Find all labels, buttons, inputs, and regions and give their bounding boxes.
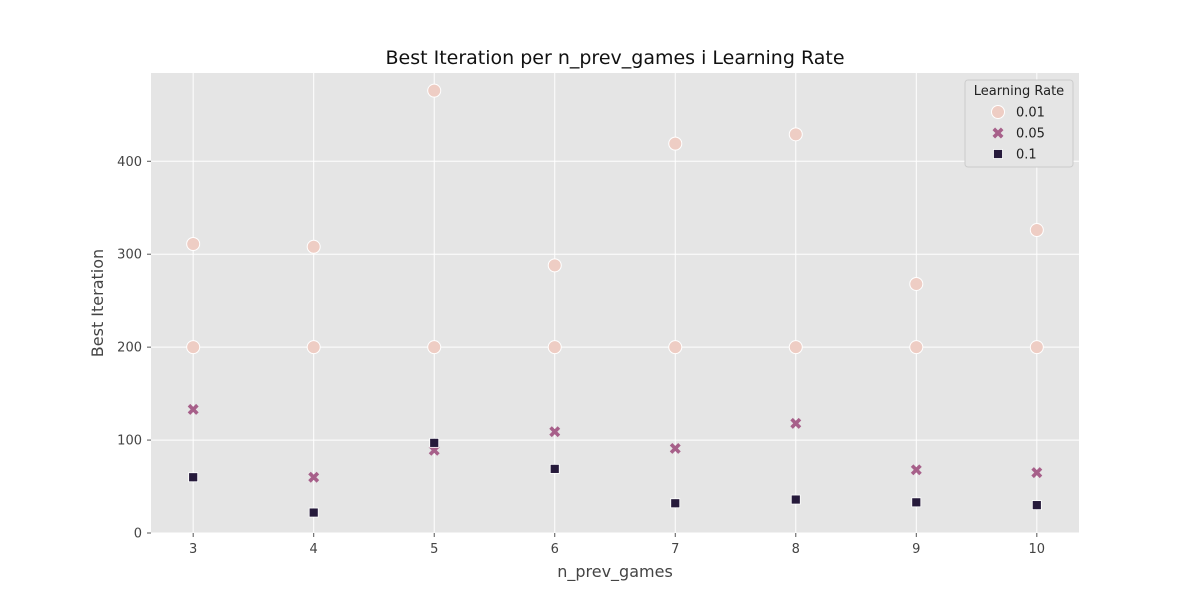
data-point bbox=[306, 239, 321, 254]
x-tick-label: 5 bbox=[430, 542, 438, 557]
data-point bbox=[909, 340, 924, 355]
y-axis-label: Best Iteration bbox=[88, 249, 107, 357]
x-tick-label: 6 bbox=[551, 542, 559, 557]
data-point bbox=[1031, 467, 1043, 479]
data-point bbox=[308, 507, 319, 518]
series-0.05 bbox=[187, 403, 1043, 483]
data-point bbox=[1029, 340, 1044, 355]
data-point bbox=[670, 498, 681, 509]
data-point bbox=[788, 127, 803, 142]
x-axis-label: n_prev_games bbox=[557, 562, 673, 582]
data-point bbox=[790, 494, 801, 505]
legend-label: 0.05 bbox=[1016, 127, 1045, 142]
data-point bbox=[668, 340, 683, 355]
data-point bbox=[790, 417, 802, 429]
legend-label: 0.1 bbox=[1016, 148, 1037, 163]
data-point bbox=[187, 403, 199, 415]
data-point bbox=[429, 437, 440, 448]
data-point bbox=[911, 497, 922, 508]
y-tick-label: 300 bbox=[117, 248, 142, 263]
data-point bbox=[186, 236, 201, 251]
legend-marker bbox=[993, 149, 1003, 159]
x-tick-label: 4 bbox=[310, 542, 318, 557]
legend-box bbox=[964, 79, 1074, 168]
data-point bbox=[549, 426, 561, 438]
x-tick-label: 7 bbox=[671, 542, 679, 557]
data-points bbox=[186, 83, 1044, 518]
y-tick-label: 100 bbox=[117, 434, 142, 449]
legend-title: Learning Rate bbox=[974, 84, 1064, 99]
x-tick-label: 8 bbox=[792, 542, 800, 557]
x-tick-label: 9 bbox=[912, 542, 920, 557]
legend-label: 0.01 bbox=[1016, 106, 1045, 121]
legend-marker bbox=[991, 105, 1005, 119]
series-0.01 bbox=[186, 83, 1044, 355]
data-point bbox=[1031, 500, 1042, 511]
data-point bbox=[1029, 223, 1044, 238]
y-tick-label: 200 bbox=[117, 341, 142, 356]
data-point bbox=[909, 276, 924, 291]
legend-marker bbox=[992, 127, 1004, 139]
data-point bbox=[427, 340, 442, 355]
data-point bbox=[910, 464, 922, 476]
chart-title: Best Iteration per n_prev_games i Learni… bbox=[385, 47, 844, 69]
x-tick-label: 10 bbox=[1029, 542, 1046, 557]
grid bbox=[151, 73, 1079, 534]
data-point bbox=[669, 442, 681, 454]
data-point bbox=[668, 136, 683, 151]
x-tick-label: 3 bbox=[189, 542, 197, 557]
y-tick-label: 0 bbox=[134, 527, 142, 542]
plot-area bbox=[151, 73, 1079, 533]
data-point bbox=[788, 340, 803, 355]
series-0.1 bbox=[188, 437, 1042, 518]
data-point bbox=[186, 340, 201, 355]
data-point bbox=[188, 472, 199, 483]
data-point bbox=[549, 463, 560, 474]
data-point bbox=[547, 340, 562, 355]
data-point bbox=[306, 340, 321, 355]
y-tick-label: 400 bbox=[117, 155, 142, 170]
legend: Learning Rate 0.01 0.05 0.1 bbox=[964, 79, 1074, 168]
data-point bbox=[547, 258, 562, 273]
data-point bbox=[308, 471, 320, 483]
data-point bbox=[427, 83, 442, 98]
